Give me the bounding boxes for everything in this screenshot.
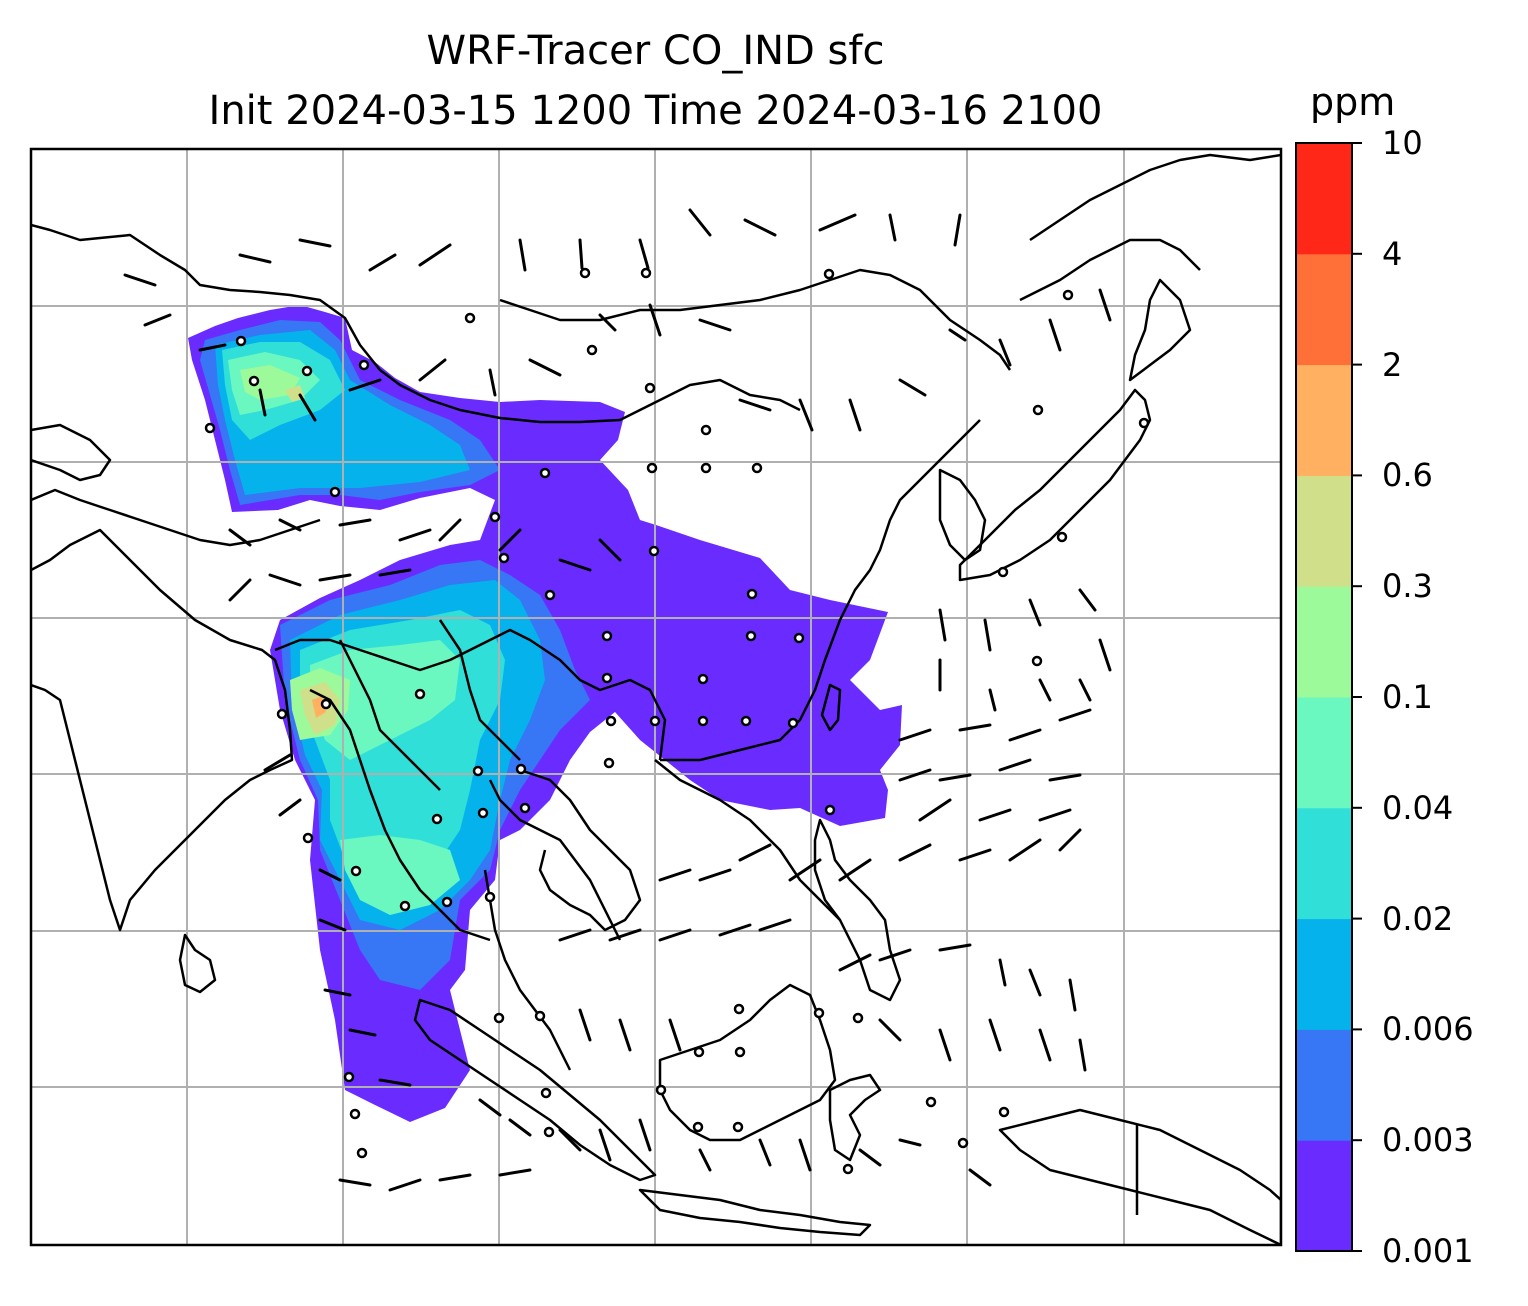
colorbar-segment-4 [1296, 807, 1352, 920]
colorbar-segment-3 [1296, 918, 1352, 1030]
colorbar-tick-label: 0.006 [1382, 1010, 1474, 1049]
map-title-line-1: WRF-Tracer CO_IND sfc [426, 28, 885, 74]
colorbar-segment-7 [1296, 475, 1352, 587]
wind-barbs [123, 208, 1112, 1192]
colorbar-tick-label: 4 [1382, 234, 1403, 273]
colorbar-segment-8 [1296, 364, 1352, 476]
colorbar-tick-label: 0.02 [1382, 899, 1454, 938]
tracer-fill-level-4 [222, 342, 505, 880]
colorbar-tick-label: 0.6 [1382, 456, 1433, 495]
colorbar-segment-9 [1296, 253, 1352, 366]
tracer-fill-level-5 [228, 352, 460, 915]
colorbar-tick-label: 10 [1382, 124, 1423, 162]
tracer-concentration-fill [188, 305, 902, 1122]
colorbar-segment-10 [1296, 143, 1352, 255]
colorbar-unit-label: ppm [1310, 80, 1396, 124]
wind-calm-circles [204, 267, 1150, 1175]
colorbar-tick-label: 0.1 [1382, 678, 1433, 716]
colorbar-segment-2 [1296, 1029, 1352, 1141]
tracer-fill-level-7 [285, 385, 340, 735]
colorbar-tick-label: 0.3 [1382, 567, 1433, 606]
colorbar-segment-6 [1296, 586, 1352, 698]
colorbar-tick-label: 0.04 [1382, 788, 1454, 827]
coastlines-and-borders [31, 153, 1281, 1245]
map-title-line-2: Init 2024-03-15 1200 Time 2024-03-16 210… [208, 88, 1103, 134]
map-frame [29, 147, 1283, 1247]
colorbar-tick-label: 0.001 [1382, 1232, 1474, 1270]
colorbar-tick-label: 0.003 [1382, 1121, 1474, 1160]
colorbar-segment-5 [1296, 697, 1352, 809]
colorbar-segment-1 [1296, 1140, 1352, 1252]
colorbar-tick-label: 2 [1382, 345, 1403, 384]
